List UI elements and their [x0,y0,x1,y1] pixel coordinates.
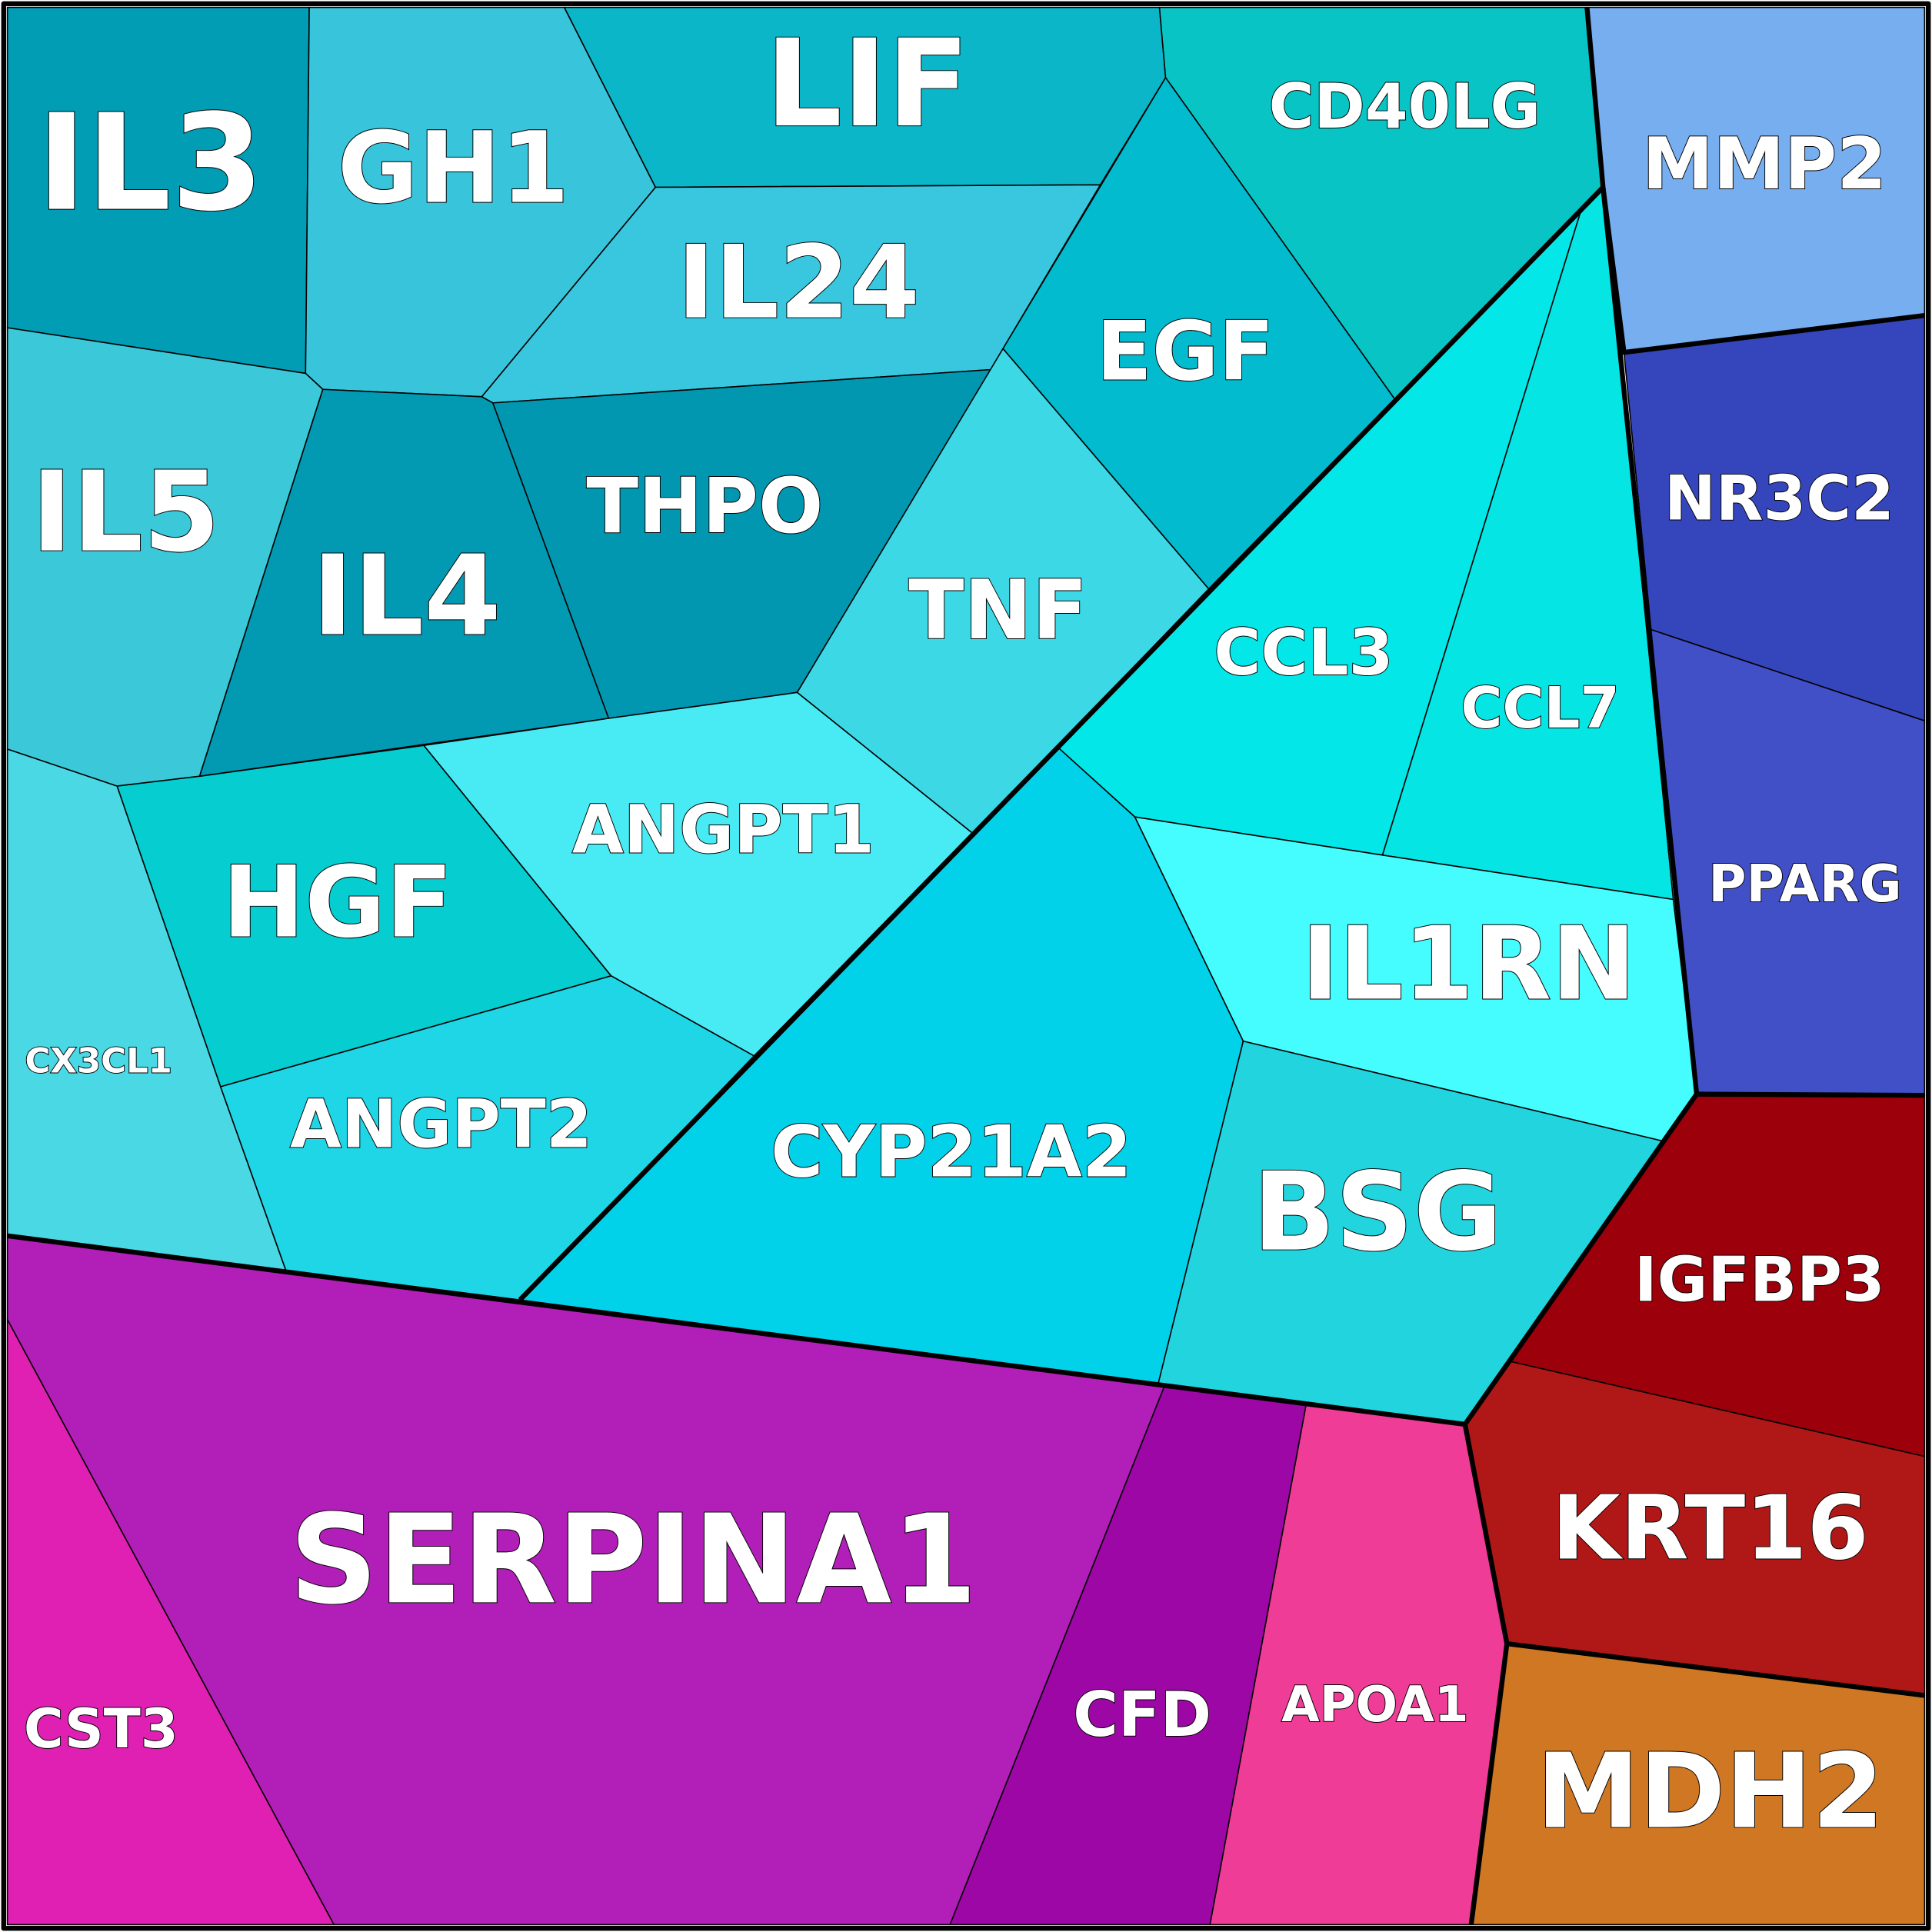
cell-label: SERPINA1 [289,1487,978,1631]
cell-label: MMP2 [1642,122,1887,205]
cell-label: LIF [765,14,970,155]
cell-label: IL1RN [1301,905,1636,1023]
cell-label: IGFBP3 [1634,1244,1885,1315]
cell-label: KRT16 [1552,1477,1869,1580]
cell-label: GH1 [338,112,570,226]
cell-label: PPARG [1708,854,1902,914]
cell-label: NR3C2 [1664,463,1894,535]
cell-label: IL4 [312,532,501,661]
cell-label: CYP21A2 [771,1111,1131,1194]
cell-label: IL5 [31,448,220,578]
group-border [1601,187,1925,355]
cells [6,6,1926,1926]
cell-label: ANGPT1 [572,792,874,869]
cell-label: CCL3 [1214,615,1393,690]
cell-label: EGF [1097,304,1274,398]
cell-label: APOA1 [1281,1677,1468,1734]
cell-label: CD40LG [1269,71,1541,142]
cell-label: TNF [908,563,1088,658]
cell-label: CCL7 [1461,676,1619,741]
group-border [518,185,1605,1302]
cell-label: CX3CL1 [25,1041,172,1081]
cell [6,1318,335,1926]
cell-label: BSG [1253,1150,1503,1276]
cell-label: IL3 [37,85,264,241]
cell-label: MDH2 [1537,1731,1884,1852]
labels: IL3 GH1 LIF CD40LG MMP2 IL24 EGF IL5 IL4 THPO TNF C… [23,13,1903,1852]
cell-label: IL24 [677,224,919,341]
cell-label: CST3 [24,1697,178,1760]
cell-label: CFD [1073,1679,1211,1750]
group-border [1506,1641,1925,1698]
group-border [1696,1091,1925,1098]
cell-label: ANGPT2 [290,1086,592,1163]
cell-label: THPO [586,462,823,551]
cell-label: HGF [222,845,453,960]
